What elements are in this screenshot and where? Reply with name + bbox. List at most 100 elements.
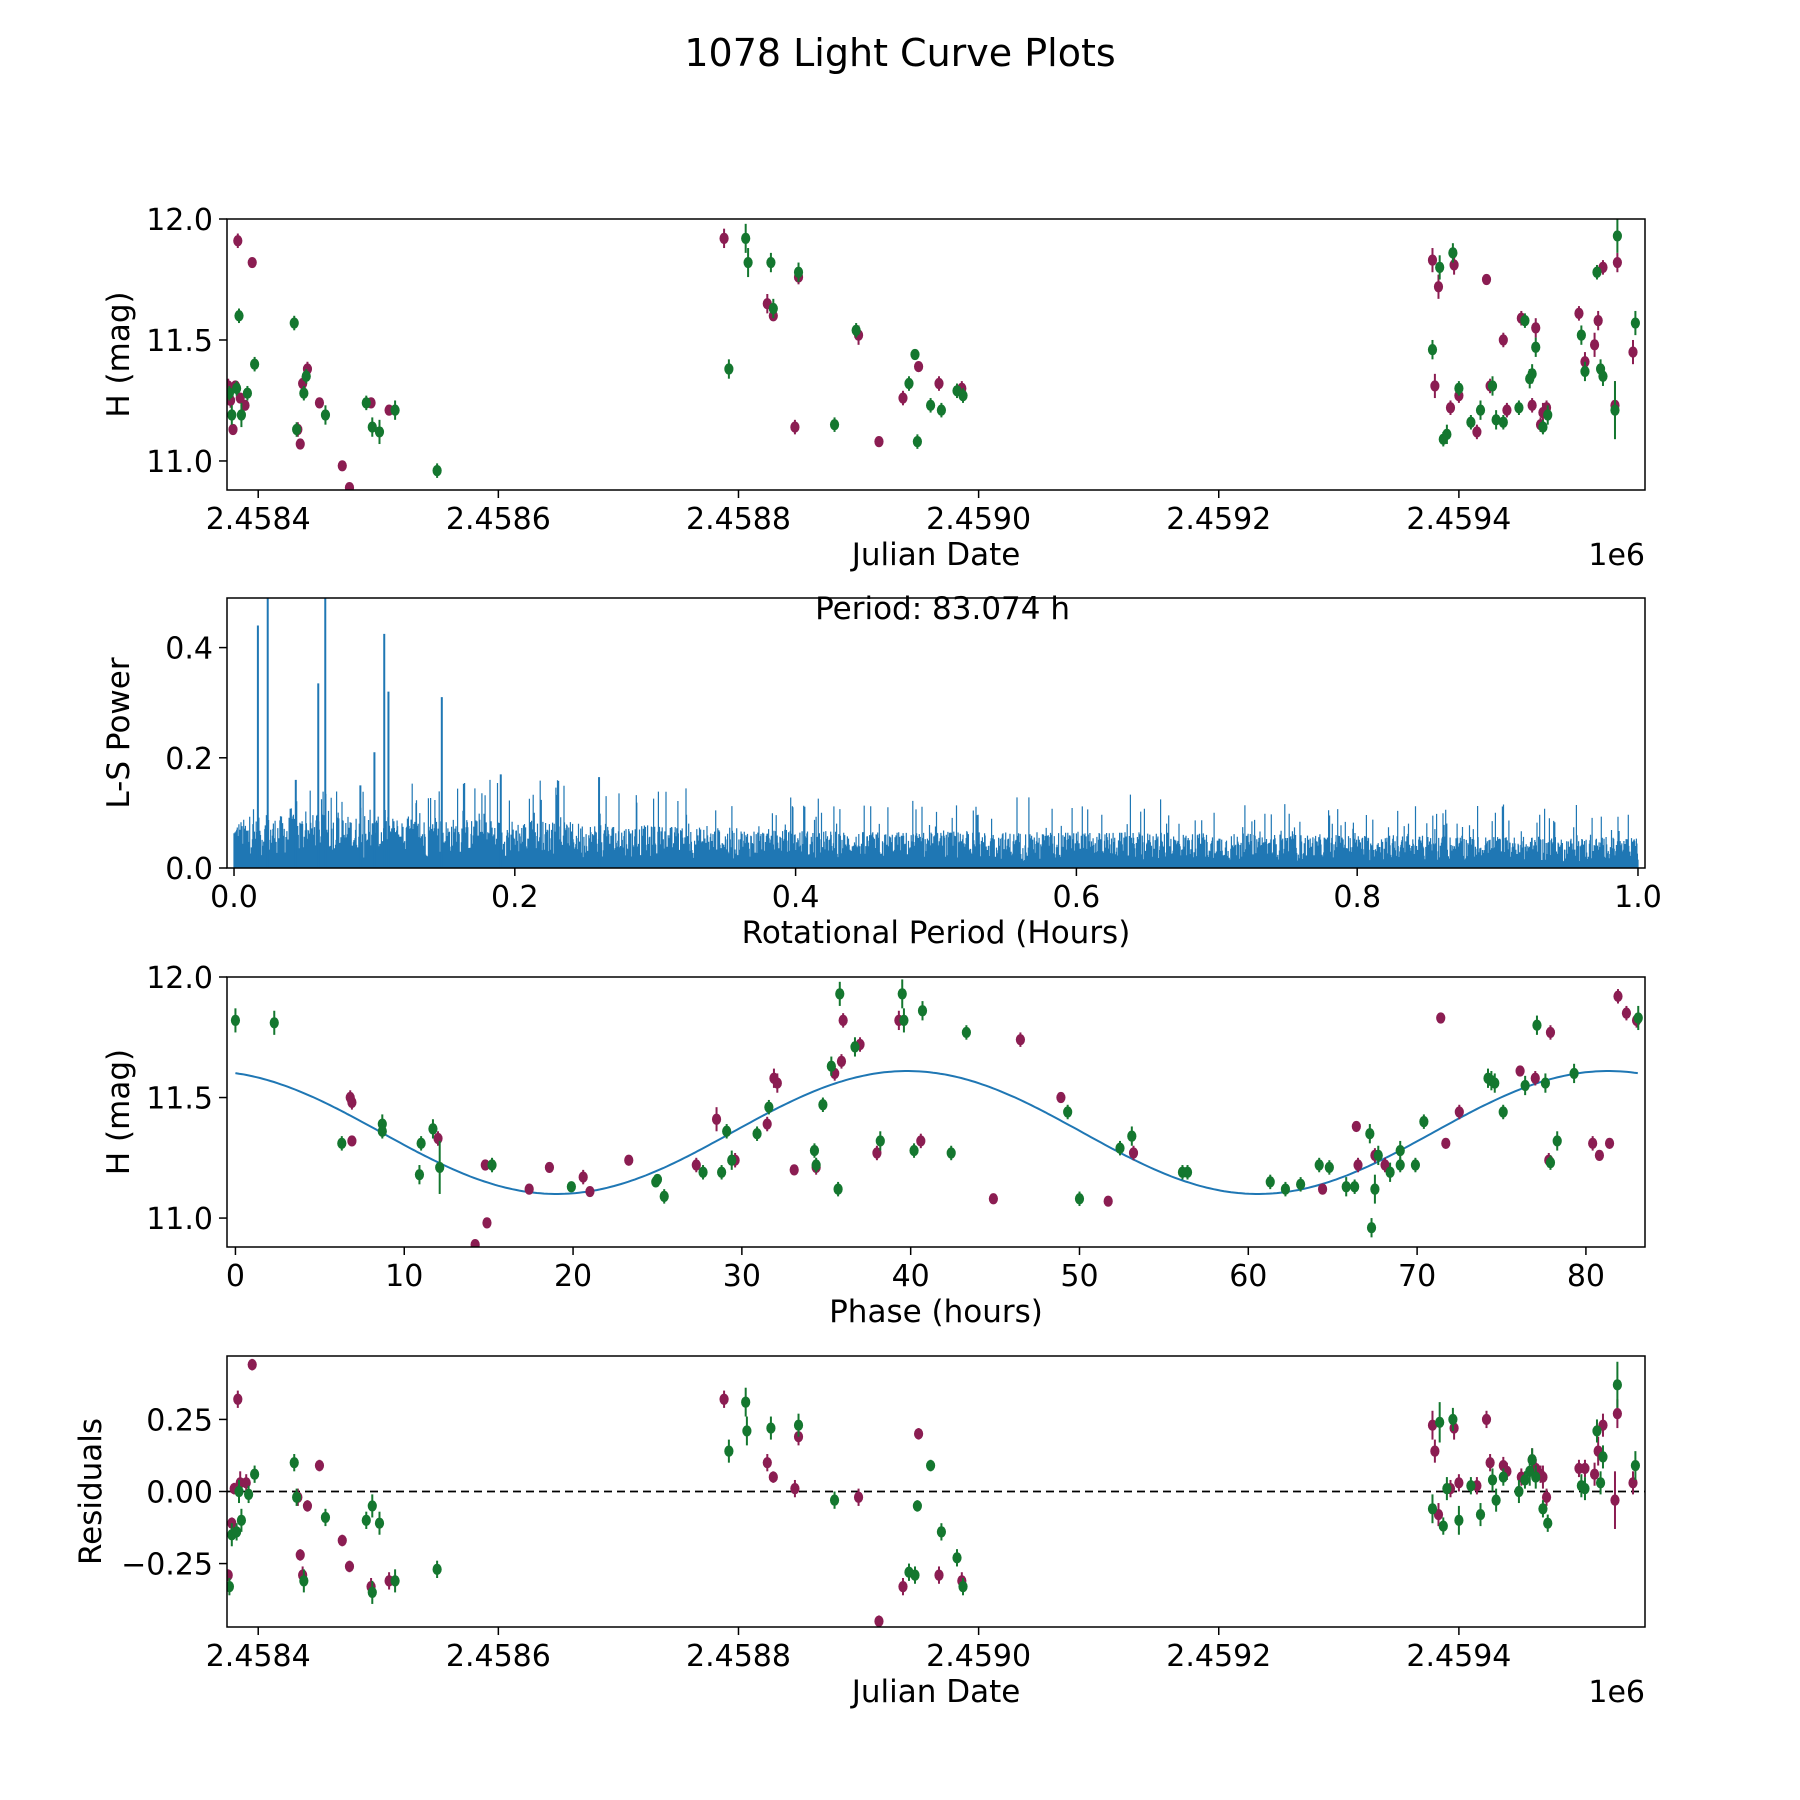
data-point xyxy=(836,1055,847,1067)
data-point xyxy=(1442,428,1452,440)
y-tick-label: 12.0 xyxy=(146,203,213,238)
data-point xyxy=(1324,1161,1334,1174)
data-point xyxy=(470,1238,480,1247)
data-point xyxy=(374,1517,385,1529)
periodogram-line xyxy=(233,779,1639,868)
data-point xyxy=(337,1137,347,1149)
data-point xyxy=(1604,1137,1615,1149)
x-tick-label: 2.4592 xyxy=(1166,1639,1271,1674)
data-point xyxy=(897,988,907,1000)
data-point xyxy=(835,988,845,1000)
data-point xyxy=(1435,1416,1445,1428)
data-point xyxy=(764,1101,774,1113)
data-point xyxy=(624,1154,634,1166)
data-point xyxy=(578,1171,588,1183)
data-point xyxy=(874,1615,884,1627)
data-point xyxy=(428,1123,438,1135)
plot-area-periodogram xyxy=(233,598,1639,868)
data-point xyxy=(829,419,840,431)
data-point xyxy=(1532,1019,1542,1031)
y-tick-label: 0.00 xyxy=(146,1476,213,1511)
data-point xyxy=(416,1137,426,1149)
data-point xyxy=(925,1459,936,1472)
data-point xyxy=(347,1096,357,1108)
data-point xyxy=(344,1560,355,1573)
data-point xyxy=(742,1425,752,1437)
period-annotation: Period: 83.074 h xyxy=(815,591,1070,627)
data-point xyxy=(952,1552,962,1564)
data-point xyxy=(1520,1474,1530,1486)
data-point xyxy=(1520,315,1530,327)
data-point xyxy=(762,1118,772,1130)
data-point xyxy=(1314,1159,1324,1171)
data-point xyxy=(289,317,299,329)
x-tick-label: 2.4590 xyxy=(926,502,1031,537)
panel-residuals: 2.4584 2.4586 2.4588 2.4590 2.4592 2.4594 −0.2… xyxy=(73,1355,1646,1710)
data-point xyxy=(1594,1149,1605,1161)
data-point xyxy=(432,1563,442,1575)
data-point xyxy=(717,1166,727,1178)
data-point xyxy=(374,426,385,438)
data-point xyxy=(299,1575,309,1587)
data-point xyxy=(1350,1181,1360,1193)
data-point xyxy=(1475,404,1486,416)
data-point xyxy=(1449,259,1459,271)
data-point xyxy=(752,1128,762,1140)
data-point xyxy=(1538,1503,1548,1515)
data-point xyxy=(1593,315,1603,327)
data-point xyxy=(1448,247,1458,259)
x-tick-label: 0.0 xyxy=(210,880,258,915)
x-axis-label: Phase (hours) xyxy=(829,1294,1043,1330)
data-point xyxy=(722,1125,732,1137)
data-point xyxy=(853,1491,864,1503)
x-tick-label: 0.4 xyxy=(772,880,820,915)
x-axis-label: Julian Date xyxy=(850,1674,1021,1710)
data-point xyxy=(1449,1422,1459,1434)
data-point xyxy=(1514,1485,1524,1498)
data-point xyxy=(414,1169,425,1181)
data-point xyxy=(850,1041,860,1053)
data-point xyxy=(1633,1012,1643,1024)
data-point xyxy=(691,1159,701,1171)
data-point xyxy=(337,1534,347,1547)
data-point xyxy=(1056,1091,1066,1104)
data-point xyxy=(719,232,729,244)
data-point xyxy=(1115,1142,1125,1154)
data-point xyxy=(851,324,861,336)
y-tick-label: 0.0 xyxy=(165,852,213,887)
data-point xyxy=(232,1526,242,1538)
data-point xyxy=(1515,1065,1525,1077)
data-point xyxy=(811,1159,821,1171)
data-point xyxy=(1430,380,1440,392)
panel-phased: 0 10 20 30 40 50 60 70 80 11.0 11.5 12.0 Phase (hour… xyxy=(101,961,1646,1330)
axes-frame xyxy=(226,218,1646,491)
data-point xyxy=(1589,1468,1600,1480)
data-point xyxy=(1435,261,1445,273)
data-point xyxy=(913,1428,924,1440)
data-point xyxy=(1598,1451,1608,1463)
data-point xyxy=(367,1500,377,1512)
data-point xyxy=(234,1485,244,1498)
data-point xyxy=(1438,1520,1448,1532)
data-point xyxy=(826,1060,836,1072)
data-point xyxy=(585,1185,595,1198)
data-point xyxy=(1612,230,1622,242)
y-axis-label: H (mag) xyxy=(101,291,137,417)
data-point xyxy=(1610,1494,1620,1506)
data-point xyxy=(934,377,944,390)
data-point xyxy=(1370,1183,1380,1195)
data-point xyxy=(741,1396,751,1408)
data-point xyxy=(936,1526,947,1538)
data-point xyxy=(766,256,776,269)
data-point xyxy=(1545,1026,1556,1039)
y-tick-label: 11.5 xyxy=(146,1082,213,1117)
x-tick-label: 10 xyxy=(385,1259,423,1294)
data-point xyxy=(1419,1116,1429,1128)
data-point xyxy=(988,1193,998,1205)
data-point xyxy=(1580,1483,1590,1495)
data-point xyxy=(724,363,734,375)
y-tick-label: 0.25 xyxy=(146,1403,213,1438)
data-point xyxy=(234,310,244,322)
x-tick-label: 2.4590 xyxy=(926,1639,1031,1674)
